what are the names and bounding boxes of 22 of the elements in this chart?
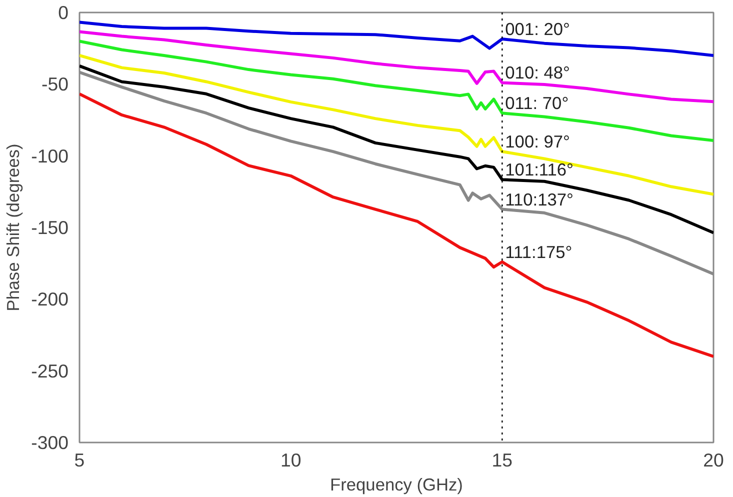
x-tick-label: 20 bbox=[703, 450, 724, 470]
y-tick-label: -50 bbox=[42, 74, 69, 95]
x-tick-label: 10 bbox=[280, 450, 302, 470]
y-tick-label: -300 bbox=[31, 432, 69, 453]
x-tick-label: 15 bbox=[492, 450, 513, 470]
annotation: 101:116° bbox=[505, 160, 574, 180]
annotation: 011: 70° bbox=[505, 93, 569, 114]
y-tick-label: 0 bbox=[58, 2, 69, 23]
y-tick-label: -200 bbox=[31, 288, 69, 310]
annotation: 100: 97° bbox=[505, 132, 570, 152]
y-tick-label: -100 bbox=[31, 145, 69, 166]
x-tick-label: 5 bbox=[74, 450, 85, 470]
annotation: 010: 48° bbox=[505, 62, 570, 83]
annotation: 001: 20° bbox=[505, 19, 570, 40]
annotation: 111:175° bbox=[505, 242, 572, 262]
annotation: 110:137° bbox=[505, 189, 574, 210]
line-series bbox=[80, 20, 714, 57]
x-axis-title: Frequency (GHz) bbox=[330, 474, 463, 494]
line-series bbox=[80, 92, 714, 358]
y-axis-title: Phase Shift (degrees) bbox=[3, 144, 24, 312]
y-tick-label: -250 bbox=[31, 360, 69, 382]
y-tick-label: -150 bbox=[31, 217, 69, 238]
